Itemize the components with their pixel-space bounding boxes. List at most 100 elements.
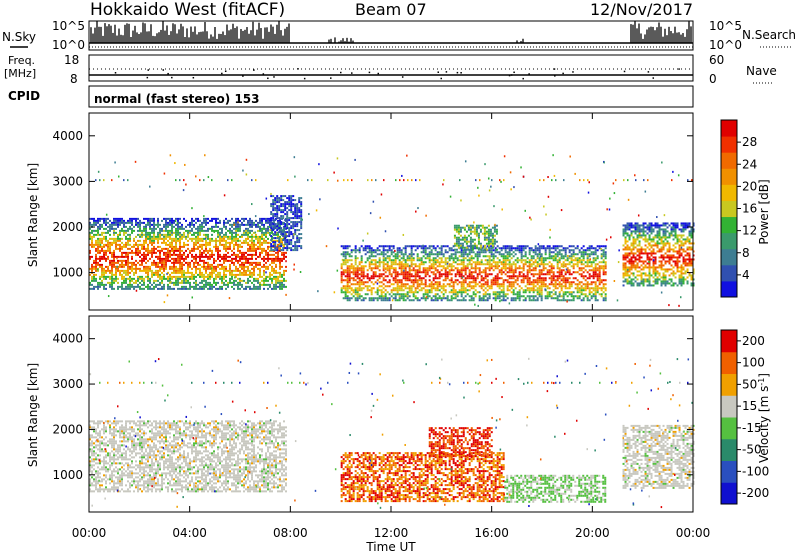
heatmap-cell (424, 251, 427, 254)
heatmap-cell (171, 277, 173, 280)
heatmap-cell (261, 235, 263, 238)
heatmap-cell (400, 285, 403, 288)
heatmap-cell (346, 269, 349, 272)
heatmap-cell (346, 265, 349, 268)
heatmap-cell (485, 236, 488, 239)
heatmap-cell (600, 265, 603, 268)
heatmap-cell (155, 271, 157, 274)
heatmap-cell (191, 229, 193, 232)
heatmap-cell (105, 217, 107, 220)
heatmap-cell (249, 269, 251, 272)
heatmap-cell (267, 237, 269, 240)
heatmap-cell (251, 247, 253, 250)
heatmap-cell (265, 239, 267, 242)
heatmap-cell (514, 297, 517, 300)
heatmap-cell (197, 267, 199, 270)
heatmap-cell (500, 247, 503, 250)
heatmap-cell (356, 271, 359, 274)
heatmap-cell (480, 279, 483, 282)
heatmap-cell (412, 299, 415, 302)
heatmap-cell (271, 273, 273, 276)
heatmap-cell (522, 259, 525, 262)
heatmap-cell (566, 279, 569, 282)
heatmap-cell (233, 269, 235, 272)
heatmap-cell (500, 271, 503, 274)
heatmap-cell (219, 249, 221, 252)
heatmap-cell (167, 247, 169, 250)
heatmap-cell (546, 293, 549, 296)
heatmap-cell (454, 253, 457, 256)
heatmap-cell (586, 253, 589, 256)
heatmap-cell (259, 275, 261, 278)
heatmap-cell (346, 283, 349, 286)
heatmap-cell (179, 233, 181, 236)
heatmap-cell (129, 237, 131, 240)
heatmap-cell (474, 253, 477, 256)
heatmap-cell (151, 219, 153, 222)
heatmap-cell (229, 247, 231, 250)
heatmap-cell (530, 247, 533, 250)
heatmap-cell (340, 287, 343, 290)
heatmap-cell (464, 271, 467, 274)
heatmap-cell (471, 240, 474, 243)
heatmap-cell (352, 271, 355, 274)
heatmap-cell (205, 239, 207, 242)
heatmap-cell (428, 285, 431, 288)
heatmap-cell (173, 257, 175, 260)
heatmap-cell (368, 289, 371, 292)
heatmap-cell (127, 227, 129, 230)
heatmap-cell (396, 285, 399, 288)
heatmap-cell (207, 237, 209, 240)
heatmap-cell (456, 299, 459, 302)
heatmap-cell (209, 241, 211, 244)
beam-title: Beam 07 (355, 0, 427, 19)
heatmap-cell (588, 287, 591, 290)
heatmap-cell (263, 239, 265, 242)
heatmap-cell (285, 285, 287, 288)
heatmap-cell (265, 229, 267, 232)
heatmap-cell (149, 221, 151, 224)
heatmap-cell (111, 243, 113, 246)
heatmap-cell (225, 267, 227, 270)
heatmap-cell (205, 247, 207, 250)
heatmap-cell (526, 271, 529, 274)
heatmap-cell (420, 271, 423, 274)
heatmap-cell (267, 245, 269, 248)
heatmap-cell (536, 277, 539, 280)
heatmap-cell (352, 269, 355, 272)
heatmap-cell (428, 289, 431, 292)
heatmap-cell (479, 230, 482, 233)
heatmap-cell (588, 253, 591, 256)
heatmap-cell (540, 293, 543, 296)
heatmap-cell (239, 269, 241, 272)
heatmap-cell (446, 295, 449, 298)
heatmap-cell (465, 236, 468, 239)
heatmap-cell (408, 267, 411, 270)
heatmap-cell (195, 269, 197, 272)
heatmap-cell (113, 265, 115, 268)
heatmap-cell (416, 281, 419, 284)
heatmap-cell (123, 231, 125, 234)
heatmap-cell (163, 235, 165, 238)
heatmap-cell (187, 239, 189, 242)
heatmap-cell (570, 265, 573, 268)
freq-point (377, 72, 380, 75)
heatmap-cell (261, 249, 263, 252)
heatmap-cell (117, 277, 119, 280)
heatmap-cell (516, 249, 519, 252)
heatmap-cell (466, 263, 469, 266)
heatmap-cell (474, 289, 477, 292)
heatmap-cell (251, 273, 253, 276)
heatmap-cell (624, 274, 627, 277)
heatmap-cell (109, 225, 111, 228)
heatmap-cell (161, 261, 163, 264)
heatmap-cell (111, 285, 113, 288)
heatmap-cell (442, 295, 445, 298)
heatmap-cell (201, 239, 203, 242)
heatmap-cell (191, 217, 193, 220)
heatmap-cell (594, 271, 597, 274)
heatmap-cell (203, 261, 205, 264)
heatmap-cell (185, 255, 187, 258)
heatmap-cell (97, 281, 99, 284)
heatmap-cell (257, 279, 259, 282)
